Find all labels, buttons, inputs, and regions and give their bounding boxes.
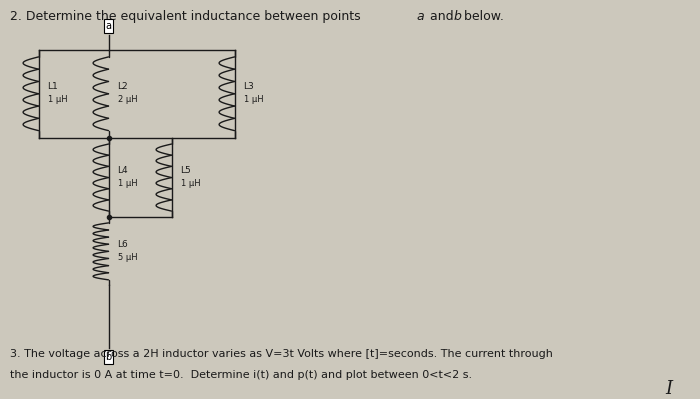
Text: a: a [416, 10, 424, 23]
Text: 1 μH: 1 μH [118, 179, 137, 188]
Text: L1: L1 [48, 82, 58, 91]
Text: a: a [106, 21, 111, 31]
Text: b: b [454, 10, 461, 23]
Text: b: b [106, 352, 111, 362]
Text: and: and [426, 10, 458, 23]
Text: below.: below. [460, 10, 504, 23]
Text: 2 μH: 2 μH [118, 95, 137, 104]
Text: L6: L6 [118, 240, 128, 249]
Text: L4: L4 [118, 166, 128, 175]
Text: 1 μH: 1 μH [181, 179, 200, 188]
Text: I: I [665, 380, 672, 398]
Text: L2: L2 [118, 82, 128, 91]
Text: L3: L3 [244, 82, 254, 91]
Text: 5 μH: 5 μH [118, 253, 137, 262]
Text: L5: L5 [181, 166, 191, 175]
Text: 2. Determine the equivalent inductance between points: 2. Determine the equivalent inductance b… [10, 10, 365, 23]
Text: the inductor is 0 A at time t=0.  Determine i(t) and p(t) and plot between 0<t<2: the inductor is 0 A at time t=0. Determi… [10, 370, 472, 380]
Text: 1 μH: 1 μH [244, 95, 263, 104]
Text: 3. The voltage across a 2H inductor varies as V=3t Volts where [t]=seconds. The : 3. The voltage across a 2H inductor vari… [10, 349, 554, 359]
Text: 1 μH: 1 μH [48, 95, 67, 104]
